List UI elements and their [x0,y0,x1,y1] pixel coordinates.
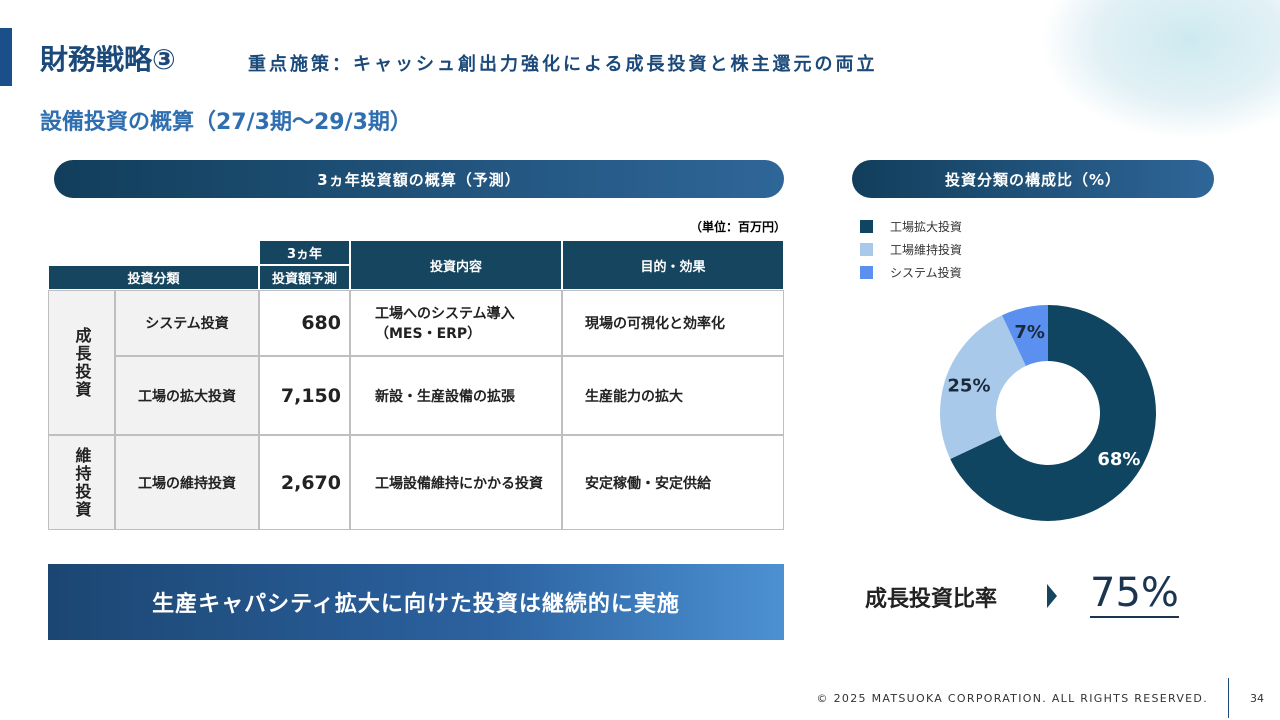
purpose: 安定稼働・安定供給 [562,435,784,530]
ratio-value: 75% [1090,570,1179,618]
accent-bar [0,28,12,86]
title: 財務戦略③ [40,43,176,76]
legend-label: システム投資 [890,265,962,280]
divider [1228,678,1229,718]
donut-segment [1002,305,1048,366]
content: 工場へのシステム導入（MES・ERP） [350,290,562,356]
row-label: 工場の維持投資 [115,435,259,530]
data-label: 68% [1097,449,1140,470]
ratio-label: 成長投資比率 [865,587,998,612]
data-label: 7% [1014,322,1045,343]
donut-segment [950,305,1156,521]
copyright: © 2025 MATSUOKA CORPORATION. ALL RIGHTS … [816,692,1208,705]
legend-swatch [860,243,873,256]
section-title: 設備投資の概算（27/3期～29/3期） [40,110,412,135]
legend-swatch [860,220,873,233]
chart-heading: 投資分類の構成比（%） [852,160,1214,198]
row-label: 工場の拡大投資 [115,356,259,435]
data-label: 25% [947,376,990,397]
legend-label: 工場維持投資 [890,242,962,257]
amount: 7,150 [259,356,350,435]
table-heading: 3ヵ年投資額の概算（予測） [54,160,784,198]
column-header: 投資額予測 [259,265,350,290]
banner: 生産キャパシティ拡大に向けた投資は継続的に実施 [48,564,784,640]
group-label: 維持投資 [48,435,115,530]
row-label: システム投資 [115,290,259,356]
column-header: 目的・効果 [562,240,784,290]
purpose: 現場の可視化と効率化 [562,290,784,356]
donut-segment [940,315,1026,459]
column-header: 投資分類 [48,265,259,290]
legend-swatch [860,266,873,279]
unit-note: （単位：百万円） [689,220,786,234]
arrow [1047,584,1057,608]
group-label: 成長投資 [48,290,115,435]
content: 工場設備維持にかかる投資 [350,435,562,530]
purpose: 生産能力の拡大 [562,356,784,435]
page-number: 34 [1250,692,1264,705]
amount: 2,670 [259,435,350,530]
amount: 680 [259,290,350,356]
column-header: 3ヵ年 [259,240,350,265]
decoration [1040,0,1280,140]
column-header: 投資内容 [350,240,562,290]
legend-label: 工場拡大投資 [890,219,962,234]
content: 新設・生産設備の拡張 [350,356,562,435]
subtitle: 重点施策：キャッシュ創出力強化による成長投資と株主還元の両立 [248,54,878,75]
